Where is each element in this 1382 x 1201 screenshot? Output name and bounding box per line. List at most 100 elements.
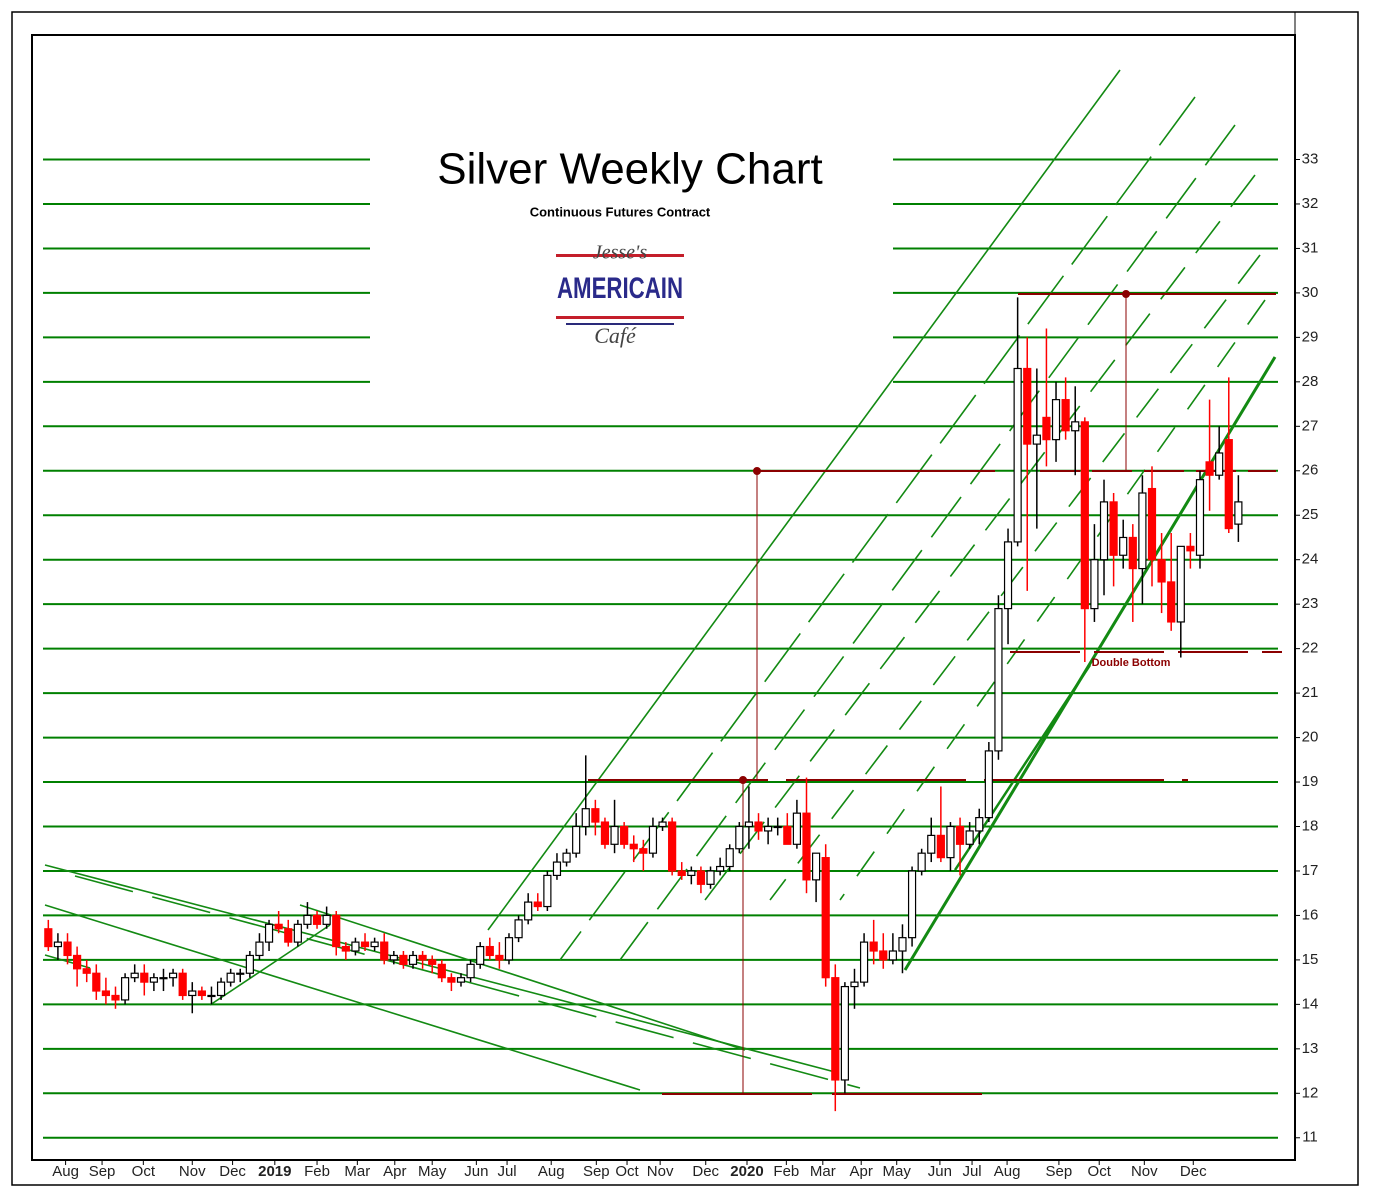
candle-body [312, 914, 322, 925]
candle-body [82, 968, 91, 974]
candle-body [447, 977, 456, 983]
candle-body [1224, 439, 1233, 530]
candle-body [1061, 399, 1070, 432]
y-tick-label: 16 [1302, 906, 1319, 923]
x-tick-label: Sep [89, 1163, 116, 1180]
x-tick-label: Jun [464, 1163, 488, 1180]
candle-body [735, 825, 744, 850]
candle-body [245, 954, 254, 974]
y-tick-label: 33 [1302, 150, 1319, 167]
y-tick-label: 18 [1302, 817, 1319, 834]
candle-body [1128, 536, 1137, 570]
level-dot [753, 467, 761, 475]
candle-body [677, 870, 686, 877]
candle-body [1032, 434, 1041, 445]
candle-body [562, 852, 571, 863]
candle-body [140, 972, 149, 983]
candle-body [658, 821, 667, 828]
candle-body [706, 870, 715, 885]
candle-body [428, 959, 437, 965]
candle-body [514, 919, 523, 939]
y-tick-label: 27 [1302, 417, 1319, 434]
candle-body [907, 870, 917, 939]
logo-stripe [566, 323, 674, 325]
candle-body [101, 990, 110, 997]
level-dot [1122, 290, 1130, 298]
x-tick-label: Mar [810, 1163, 836, 1180]
candle-body [1099, 501, 1109, 561]
level-dot [739, 776, 747, 784]
x-tick-label: Sep [1046, 1163, 1073, 1180]
candle-body [648, 825, 658, 854]
y-tick-label: 13 [1302, 1040, 1319, 1057]
candle-body [687, 870, 696, 877]
trend-line [903, 356, 1277, 971]
x-tick-label: Dec [1180, 1163, 1207, 1180]
x-tick-label: Nov [647, 1163, 674, 1180]
y-tick-label: 26 [1302, 462, 1319, 479]
logo-text: Jesse's [593, 242, 647, 264]
y-tick-label: 19 [1302, 773, 1319, 790]
candle-body [351, 941, 360, 952]
logo: Jesse's AMERICAIN Café [556, 242, 684, 348]
x-tick-label: Sep [583, 1163, 610, 1180]
candle-body [1186, 545, 1195, 552]
candle-body [524, 901, 533, 921]
candle-body [610, 825, 619, 845]
candle-body [764, 825, 773, 832]
candle-body [332, 914, 341, 948]
candle-body [418, 954, 427, 961]
annotation: Double Bottom [1092, 657, 1171, 669]
candle-body [303, 914, 312, 925]
trend-line [559, 96, 1196, 961]
candle-body [1195, 479, 1205, 556]
candle-body [264, 923, 274, 943]
trend-line [619, 124, 1236, 961]
candle-body [399, 954, 408, 965]
x-tick-label: Dec [692, 1163, 719, 1180]
candle-body [744, 821, 754, 828]
y-tick-label: 14 [1302, 995, 1319, 1012]
candle-body [53, 941, 63, 948]
candle-body [380, 941, 389, 961]
candle-body [639, 848, 648, 854]
candle-body [1157, 559, 1166, 583]
logo-stripe [556, 254, 684, 257]
outer-frame [11, 11, 1359, 1186]
candle-body [859, 941, 869, 983]
candle-body [773, 825, 782, 829]
candle-body [389, 954, 398, 961]
x-tick-label: Aug [52, 1163, 79, 1180]
x-tick-label: Feb [773, 1163, 799, 1180]
y-tick-label: 20 [1302, 729, 1319, 746]
chart-title: Silver Weekly Chart [437, 145, 823, 194]
candle-body [1080, 421, 1089, 610]
candle-body [1042, 416, 1051, 441]
candle-body [1003, 541, 1013, 610]
candle-body [1109, 501, 1118, 556]
candle-body [581, 808, 590, 828]
candle-body [898, 937, 907, 952]
candle-body [869, 941, 878, 952]
candle-body [965, 830, 974, 845]
candle-body [293, 923, 302, 943]
y-tick-label: 21 [1302, 684, 1319, 701]
x-tick-label: Jul [497, 1163, 516, 1180]
candle-body [73, 954, 82, 970]
candle-body [1013, 367, 1022, 543]
candle-body [792, 812, 802, 845]
x-tick-label: Jun [928, 1163, 952, 1180]
candle-body [821, 857, 830, 979]
candle-body [255, 941, 264, 957]
candle-body [274, 923, 283, 930]
x-tick-label: May [883, 1163, 912, 1180]
x-tick-label: Feb [304, 1163, 330, 1180]
candle-body [188, 990, 197, 997]
candle-body [994, 608, 1003, 752]
trend-line [209, 924, 331, 1006]
candle-body [1090, 559, 1099, 610]
candle-body [1176, 545, 1185, 623]
candle-body [1205, 461, 1214, 476]
